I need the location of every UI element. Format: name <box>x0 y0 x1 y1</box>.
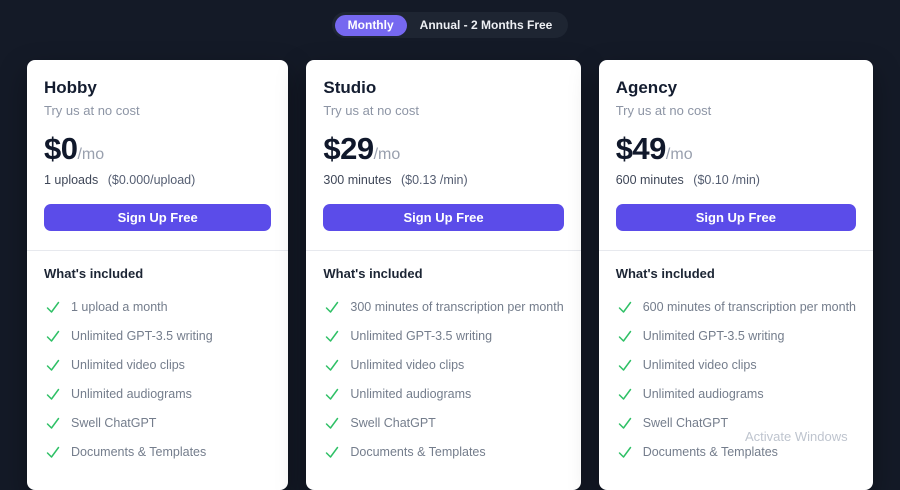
usage-amount: 300 minutes <box>323 173 392 187</box>
card-divider <box>306 250 581 251</box>
check-icon <box>45 328 61 344</box>
feature-label: 300 minutes of transcription per month <box>350 300 564 314</box>
check-icon <box>617 357 633 373</box>
plan-tagline: Try us at no cost <box>615 103 712 118</box>
feature-row: Unlimited video clips <box>323 357 563 373</box>
usage-amount: 1 uploads <box>44 173 99 187</box>
feature-label: Unlimited audiograms <box>642 387 764 401</box>
feature-row: Swell ChatGPT <box>44 415 271 431</box>
feature-row: Documents & Templates <box>616 444 856 460</box>
feature-row: Swell ChatGPT <box>616 415 856 431</box>
check-icon <box>45 299 61 315</box>
feature-row: Unlimited audiograms <box>323 386 563 402</box>
plan-name: Agency <box>615 78 678 97</box>
feature-row: Unlimited audiograms <box>44 386 271 402</box>
feature-row: Unlimited video clips <box>616 357 856 373</box>
check-icon <box>617 299 633 315</box>
check-icon <box>324 299 340 315</box>
check-icon <box>617 328 633 344</box>
feature-label: 600 minutes of transcription per month <box>642 300 856 314</box>
plan-tagline: Try us at no cost <box>323 103 419 118</box>
price-amount: $29 <box>323 131 374 166</box>
feature-list: 1 upload a month Unlimited GPT-3.5 writi… <box>44 299 271 460</box>
feature-row: 1 upload a month <box>44 299 271 315</box>
feature-label: Unlimited GPT-3.5 writing <box>71 329 213 343</box>
feature-label: 1 upload a month <box>71 300 168 314</box>
card-divider <box>598 250 873 251</box>
check-icon <box>324 386 340 402</box>
check-icon <box>324 357 340 373</box>
billing-toggle: Monthly Annual - 2 Months Free <box>331 12 569 38</box>
usage-rate: ($0.13 /min) <box>400 173 468 187</box>
feature-list: 600 minutes of transcription per month U… <box>616 299 856 460</box>
feature-label: Unlimited audiograms <box>71 387 192 401</box>
price-period: /mo <box>77 146 105 163</box>
feature-label: Swell ChatGPT <box>642 416 729 430</box>
sign-up-free-button[interactable]: Sign Up Free <box>323 204 564 231</box>
sign-up-free-button[interactable]: Sign Up Free <box>44 204 272 231</box>
feature-row: 600 minutes of transcription per month <box>616 299 856 315</box>
billing-toggle-wrap: Monthly Annual - 2 Months Free <box>0 0 900 38</box>
usage-row: 1 uploads ($0.000/upload) <box>44 173 271 188</box>
included-heading: What's included <box>44 266 144 281</box>
feature-label: Swell ChatGPT <box>350 416 436 430</box>
sign-up-free-button[interactable]: Sign Up Free <box>615 204 856 231</box>
price-period: /mo <box>373 146 401 163</box>
included-heading: What's included <box>615 266 715 281</box>
included-heading: What's included <box>323 266 423 281</box>
pricing-card-hobby: Hobby Try us at no cost $0 /mo 1 uploads… <box>27 60 289 490</box>
check-icon <box>324 444 340 460</box>
toggle-monthly[interactable]: Monthly <box>334 14 407 36</box>
price-amount: $49 <box>615 131 667 166</box>
check-icon <box>45 386 61 402</box>
feature-label: Unlimited GPT-3.5 writing <box>350 329 493 343</box>
price-row: $49 /mo <box>616 133 856 165</box>
feature-row: Unlimited video clips <box>44 357 271 373</box>
feature-label: Unlimited audiograms <box>350 387 472 401</box>
feature-row: Unlimited GPT-3.5 writing <box>323 328 563 344</box>
check-icon <box>45 415 61 431</box>
check-icon <box>45 357 61 373</box>
check-icon <box>324 328 340 344</box>
feature-label: Documents & Templates <box>642 445 778 459</box>
feature-row: Unlimited audiograms <box>616 386 856 402</box>
plan-name: Hobby <box>44 78 97 97</box>
feature-label: Swell ChatGPT <box>71 416 157 430</box>
usage-row: 300 minutes ($0.13 /min) <box>323 173 563 188</box>
check-icon <box>324 415 340 431</box>
toggle-annual[interactable]: Annual - 2 Months Free <box>419 17 553 32</box>
plan-name: Studio <box>323 78 377 97</box>
feature-label: Documents & Templates <box>71 445 207 459</box>
plan-tagline: Try us at no cost <box>44 103 140 118</box>
feature-label: Unlimited GPT-3.5 writing <box>642 329 785 343</box>
usage-rate: ($0.000/upload) <box>107 173 196 187</box>
feature-row: Unlimited GPT-3.5 writing <box>44 328 271 344</box>
usage-rate: ($0.10 /min) <box>693 173 760 187</box>
check-icon <box>617 444 633 460</box>
check-icon <box>45 444 61 460</box>
usage-amount: 600 minutes <box>615 173 684 187</box>
feature-row: Documents & Templates <box>323 444 563 460</box>
pricing-card-agency: Agency Try us at no cost $49 /mo 600 min… <box>598 60 873 490</box>
card-divider <box>27 250 289 251</box>
feature-row: Swell ChatGPT <box>323 415 563 431</box>
pricing-card-studio: Studio Try us at no cost $29 /mo 300 min… <box>306 60 581 490</box>
feature-label: Documents & Templates <box>350 445 486 459</box>
price-amount: $0 <box>44 131 78 166</box>
feature-label: Unlimited video clips <box>71 358 185 372</box>
feature-label: Unlimited video clips <box>642 358 757 372</box>
feature-label: Unlimited video clips <box>350 358 465 372</box>
price-period: /mo <box>665 146 693 163</box>
check-icon <box>617 386 633 402</box>
usage-row: 600 minutes ($0.10 /min) <box>616 173 856 188</box>
check-icon <box>617 415 633 431</box>
feature-row: Unlimited GPT-3.5 writing <box>616 328 856 344</box>
price-row: $0 /mo <box>44 133 271 165</box>
price-row: $29 /mo <box>323 133 563 165</box>
pricing-cards-row: Hobby Try us at no cost $0 /mo 1 uploads… <box>27 60 873 490</box>
feature-row: Documents & Templates <box>44 444 271 460</box>
feature-row: 300 minutes of transcription per month <box>323 299 564 315</box>
feature-list: 300 minutes of transcription per month U… <box>323 299 564 460</box>
activate-windows-watermark: Activate Windows <box>745 429 848 444</box>
